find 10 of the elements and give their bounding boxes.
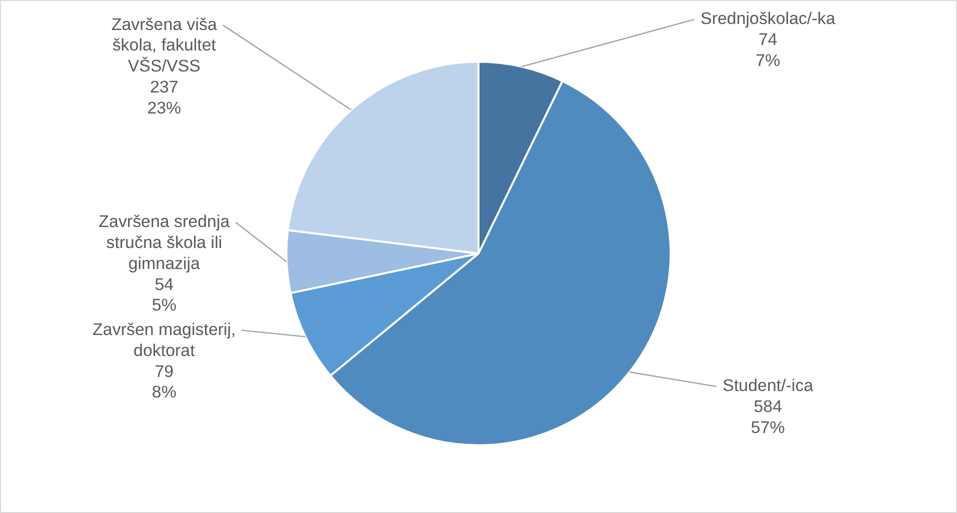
slice-label: Završena viša škola, fakultet VŠS/VSS [111,14,218,76]
data-label: 584 57% [750,397,785,437]
slice-label: Završen magisterij, doktorat [92,320,236,360]
data-label: 54 5% [152,274,176,315]
slice-label: Srednjoškolac/-ka [700,9,836,28]
slice-label: Student/-ica [722,376,814,396]
data-label: 74 7% [756,30,780,70]
data-label: 79 8% [152,362,176,402]
data-label: 237 23% [147,78,182,118]
slice-label: Završena srednja stručna škola ili gimnazija [98,212,230,273]
